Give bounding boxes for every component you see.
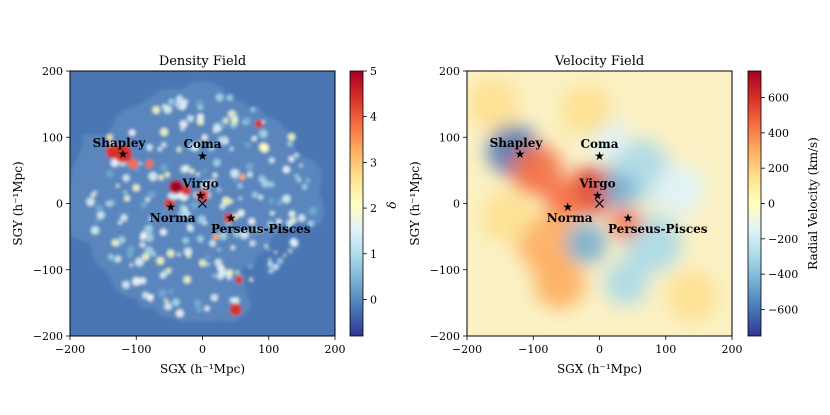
velocity-xtick-label: −200 xyxy=(452,343,482,356)
density-ticks: −200 −100 0 100 200 −200 −100 0 100 200 xyxy=(33,65,346,356)
structure-marker: ★ xyxy=(594,149,605,163)
velocity-xlabel: SGX (h⁻¹Mpc) xyxy=(557,362,642,376)
structure-marker: ★ xyxy=(165,200,176,214)
density-colorbar-tick-label: 1 xyxy=(370,248,377,261)
density-colorbar-label: δ xyxy=(385,201,399,208)
density-heatmap xyxy=(70,71,335,336)
structure-marker: ★ xyxy=(226,211,237,225)
velocity-field-blobs xyxy=(467,78,719,323)
structure-label: Perseus-Pisces xyxy=(608,222,708,236)
structure-marker: ★ xyxy=(195,189,206,203)
velocity-xtick-label: 0 xyxy=(596,343,603,356)
density-title: Density Field xyxy=(159,54,246,69)
velocity-markers: ★Shapley★Coma★Virgo★Norma ★Perseus-Pisces xyxy=(490,136,708,236)
structure-marker: ★ xyxy=(562,200,573,214)
density-colorbar-ticks: 0 1 2 3 4 5 xyxy=(363,65,377,306)
velocity-colorbar-label: Radial Velocity (km/s) xyxy=(806,137,820,270)
velocity-ytick-label: 100 xyxy=(439,131,460,144)
velocity-colorbar-tick-label: 600 xyxy=(768,92,789,105)
density-xtick-label: −200 xyxy=(55,343,85,356)
density-xtick-label: 100 xyxy=(258,343,279,356)
density-xtick-label: 0 xyxy=(199,343,206,356)
structure-label: Virgo xyxy=(578,177,615,191)
structure-label: Shapley xyxy=(93,136,147,150)
density-survey-region xyxy=(70,81,325,323)
velocity-ytick-label: 0 xyxy=(453,198,460,211)
velocity-ytick-label: 200 xyxy=(439,65,460,78)
velocity-colorbar-tick-label: −200 xyxy=(768,233,798,246)
velocity-colorbar-tick-label: 200 xyxy=(768,162,789,175)
structure-label: Norma xyxy=(150,211,196,225)
density-ytick-label: 200 xyxy=(42,65,63,78)
velocity-colorbar-tick-label: 400 xyxy=(768,127,789,140)
velocity-xtick-label: 100 xyxy=(655,343,676,356)
structure-marker: ★ xyxy=(118,147,129,161)
observer-marker xyxy=(595,199,604,208)
density-colorbar-tick-label: 2 xyxy=(370,202,377,215)
velocity-colorbar-tick-label: 0 xyxy=(768,198,775,211)
density-ytick-label: −200 xyxy=(33,330,63,343)
density-ytick-label: 0 xyxy=(56,198,63,211)
velocity-xtick-label: 200 xyxy=(722,343,743,356)
velocity-ytick-label: −200 xyxy=(430,330,460,343)
density-markers: ★Shapley★Coma★Virgo★Norma ★Perseus-Pisces xyxy=(93,136,311,236)
density-xtick-label: 200 xyxy=(325,343,346,356)
density-xtick-label: −100 xyxy=(121,343,151,356)
density-ytick-label: −100 xyxy=(33,264,63,277)
density-colorbar-tick-label: 4 xyxy=(370,111,377,124)
structure-label: Coma xyxy=(580,137,618,151)
structure-label: Perseus-Pisces xyxy=(211,222,311,236)
density-colorbar-tick-label: 5 xyxy=(370,65,377,78)
velocity-ticks: −200 −100 0 100 200 −200 −100 0 100 200 xyxy=(430,65,743,356)
structure-marker: ★ xyxy=(592,189,603,203)
structure-label: Shapley xyxy=(490,136,544,150)
density-colorbar xyxy=(349,70,364,337)
observer-marker xyxy=(198,199,207,208)
structure-label: Virgo xyxy=(181,177,218,191)
velocity-xtick-label: −100 xyxy=(518,343,548,356)
velocity-colorbar xyxy=(747,70,762,337)
velocity-title: Velocity Field xyxy=(554,54,644,69)
velocity-panel: Velocity Field −200 −100 0 100 200 −200 −100 0 1… xyxy=(408,54,820,376)
density-panel: Density Field −200 −100 0 100 200−200−100010… xyxy=(11,54,399,376)
density-colorbar-tick-label: 3 xyxy=(370,156,377,169)
structure-marker: ★ xyxy=(197,149,208,163)
velocity-colorbar-ticks: −600 −400 −200 0 200 400 600 xyxy=(761,92,798,317)
velocity-colorbar-tick-label: −400 xyxy=(768,268,798,281)
velocity-colorbar-tick-label: −600 xyxy=(768,304,798,317)
density-colorbar-tick-label: 0 xyxy=(370,293,377,306)
structure-label: Coma xyxy=(183,137,221,151)
density-ytick-label: 100 xyxy=(42,131,63,144)
velocity-ylabel: SGY (h⁻¹Mpc) xyxy=(408,161,422,245)
structure-label: Norma xyxy=(547,211,593,225)
velocity-ytick-label: −100 xyxy=(430,264,460,277)
structure-marker: ★ xyxy=(515,147,526,161)
density-ylabel: SGY (h⁻¹Mpc) xyxy=(11,161,25,245)
structure-marker: ★ xyxy=(623,211,634,225)
density-xlabel: SGX (h⁻¹Mpc) xyxy=(160,362,245,376)
